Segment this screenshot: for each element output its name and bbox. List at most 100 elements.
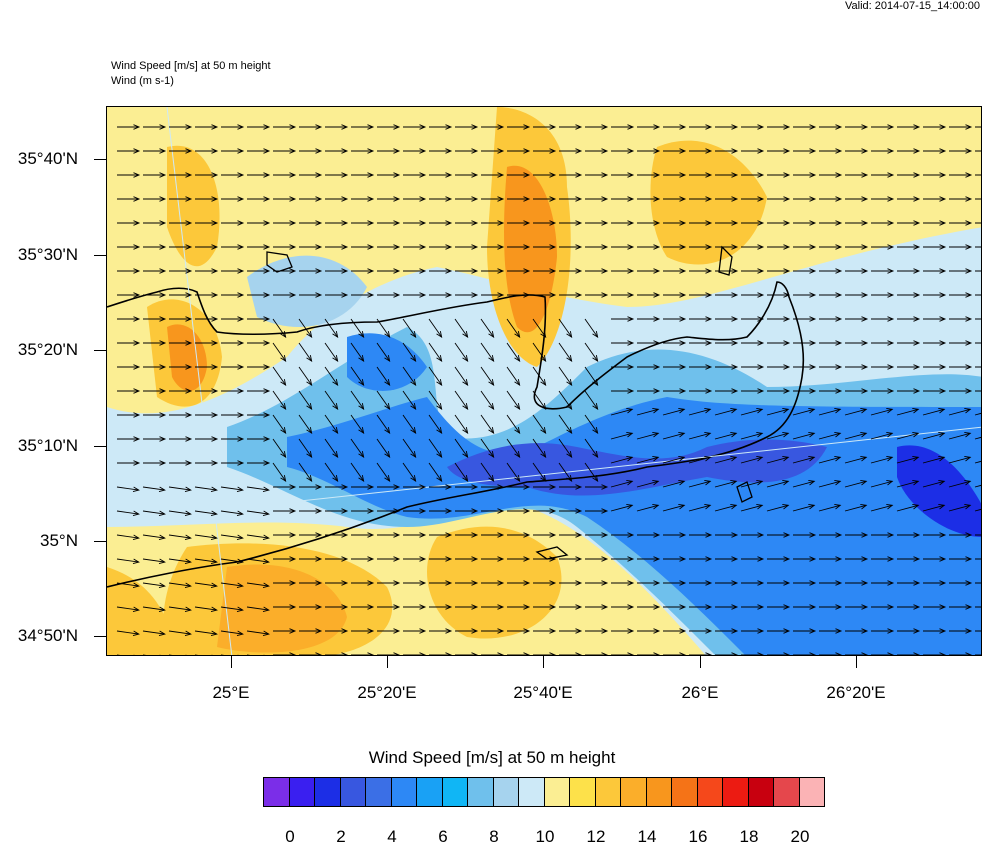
- wind-arrow: [116, 486, 139, 491]
- wind-arrow-head: [653, 124, 661, 130]
- wind-arrow: [402, 366, 416, 386]
- wind-arrow-head: [488, 427, 495, 434]
- wind-arrow-head: [410, 355, 417, 362]
- wind-arrow-head: [523, 628, 531, 634]
- wind-arrow: [688, 504, 711, 512]
- wind-arrow: [688, 408, 711, 416]
- wind-arrow-head: [939, 532, 947, 538]
- wind-arrow-head: [393, 508, 401, 514]
- wind-arrow-head: [601, 580, 609, 586]
- wind-arrow-head: [835, 628, 843, 634]
- wind-arrow: [688, 432, 711, 440]
- wind-arrow: [428, 342, 442, 362]
- wind-arrow-head: [731, 604, 739, 610]
- wind-arrow-head: [965, 244, 973, 250]
- wind-arrow-head: [887, 220, 895, 226]
- wind-speed-map[interactable]: [106, 106, 982, 656]
- wind-arrow-head: [757, 652, 765, 655]
- field-orange-8: [217, 564, 347, 653]
- wind-arrow-head: [887, 604, 895, 610]
- wind-arrow-head: [965, 604, 973, 610]
- wind-arrow-head: [497, 532, 505, 538]
- wind-arrow-head: [523, 196, 531, 202]
- wind-arrow-head: [627, 340, 635, 346]
- wind-arrow: [948, 480, 971, 488]
- wind-arrow-head: [341, 532, 349, 538]
- wind-vector-field: [116, 124, 981, 655]
- wind-arrow-head: [462, 475, 469, 482]
- wind-arrow-head: [627, 556, 635, 562]
- wind-arrow-head: [514, 427, 521, 434]
- wind-arrow-head: [939, 292, 947, 298]
- lat-tick: [94, 255, 106, 256]
- wind-arrow: [818, 480, 841, 488]
- wind-arrow-head: [549, 532, 557, 538]
- field-strong-blue-2: [897, 445, 981, 537]
- wind-arrow-head: [938, 480, 946, 486]
- wind-arrow: [402, 462, 416, 482]
- wind-arrow-head: [185, 220, 193, 226]
- wind-arrow: [324, 366, 338, 386]
- wind-arrow-head: [393, 148, 401, 154]
- colorbar-swatch: [315, 778, 341, 806]
- wind-arrow-head: [887, 172, 895, 178]
- wind-arrow-head: [783, 652, 791, 655]
- wind-arrow-head: [419, 124, 427, 130]
- wind-arrow-head: [627, 388, 635, 394]
- wind-arrow: [792, 408, 815, 416]
- wind-arrow: [324, 390, 338, 410]
- wind-arrow-head: [887, 196, 895, 202]
- wind-arrow-head: [730, 504, 738, 510]
- wind-arrow-head: [964, 504, 972, 510]
- wind-arrow: [298, 414, 312, 434]
- wind-arrow-head: [938, 456, 946, 462]
- wind-arrow-head: [358, 403, 365, 410]
- wind-arrow-head: [939, 364, 947, 370]
- wind-arrow-head: [627, 268, 635, 274]
- wind-arrow-head: [549, 652, 557, 655]
- wind-arrow-head: [887, 316, 895, 322]
- wind-arrow: [896, 480, 919, 488]
- wind-arrow-head: [514, 379, 521, 386]
- wind-arrow-head: [263, 172, 271, 178]
- wind-arrow-head: [783, 532, 791, 538]
- wind-arrow-head: [263, 316, 271, 322]
- wind-arrow-head: [263, 388, 271, 394]
- wind-arrow-head: [549, 124, 557, 130]
- wind-arrow-head: [133, 172, 141, 178]
- wind-arrow: [506, 414, 520, 434]
- wind-arrow-head: [159, 388, 167, 394]
- colorbar-label: 12: [586, 827, 606, 846]
- wind-arrow: [506, 366, 520, 386]
- wind-arrow-head: [237, 292, 245, 298]
- wind-arrow: [298, 462, 312, 482]
- wind-arrow-head: [185, 244, 193, 250]
- wind-arrow: [948, 408, 971, 416]
- wind-arrow: [376, 342, 390, 362]
- field-light-blue-2: [247, 255, 367, 327]
- wind-arrow-head: [626, 432, 634, 438]
- wind-arrow-head: [471, 292, 479, 298]
- wind-arrow-head: [367, 268, 375, 274]
- wind-arrow-head: [497, 580, 505, 586]
- wind-arrow-head: [566, 475, 573, 482]
- wind-arrow: [376, 318, 390, 338]
- wind-arrow-head: [627, 292, 635, 298]
- wind-arrow-head: [679, 580, 687, 586]
- wind-arrow-head: [262, 582, 270, 589]
- wind-arrow-head: [887, 340, 895, 346]
- wind-arrow-head: [705, 388, 713, 394]
- wind-arrow: [428, 318, 442, 338]
- wind-arrow-head: [159, 220, 167, 226]
- wind-arrow-head: [497, 196, 505, 202]
- wind-arrow-head: [809, 652, 817, 655]
- wind-arrow: [454, 390, 468, 410]
- wind-arrow-head: [445, 220, 453, 226]
- wind-arrow-head: [523, 148, 531, 154]
- wind-arrow-head: [653, 532, 661, 538]
- wind-arrow-head: [384, 331, 391, 338]
- wind-arrow-head: [549, 508, 557, 514]
- wind-arrow: [584, 462, 598, 482]
- wind-arrow: [142, 630, 165, 635]
- wind-arrow-head: [315, 532, 323, 538]
